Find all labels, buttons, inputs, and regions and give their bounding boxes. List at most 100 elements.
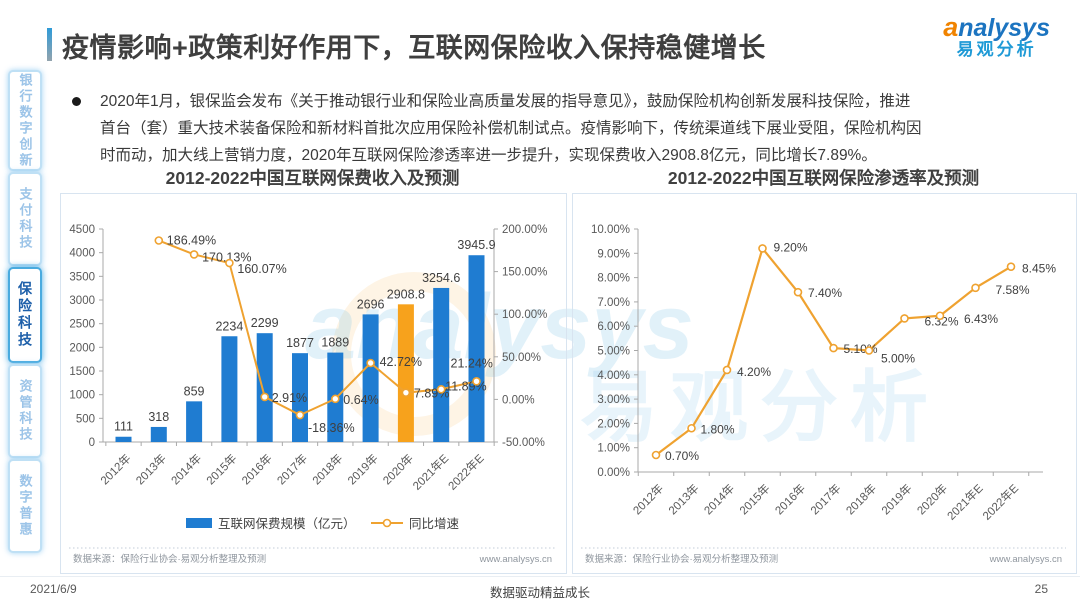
- legend-bar-label: 互联网保费规模（亿元）: [218, 516, 356, 531]
- legend-bar-swatch: [186, 518, 212, 528]
- bar-value-label: 1889: [321, 336, 349, 350]
- logo-chinese-name: 易观分析: [956, 40, 1037, 60]
- y-right-tick: 0.00%: [502, 394, 535, 406]
- summary-paragraph: 2020年1月，银保监会发布《关于推动银行业和保险业高质量发展的指导意见》，鼓励…: [100, 88, 1060, 169]
- y-left-tick: 1000: [69, 390, 95, 402]
- sidebar-item-banking-digital[interactable]: 银行数字创新: [8, 70, 42, 171]
- y-tick: 10.00%: [591, 224, 630, 236]
- line-value-label: 6.43%: [964, 312, 998, 326]
- y-left-tick: 3500: [69, 271, 95, 283]
- title-accent-bar: [47, 28, 52, 61]
- analysys-logo: analysys 易观分析: [943, 13, 1050, 59]
- x-tick-label: 2018年: [309, 451, 345, 487]
- line-point: [864, 346, 874, 355]
- x-tick-label: 2022年E: [980, 481, 1022, 523]
- line-value-label: 4.20%: [737, 365, 771, 379]
- line-point: [225, 258, 234, 268]
- line-point: [330, 394, 340, 404]
- y-right-tick: 100.00%: [502, 309, 547, 321]
- y-tick: 3.00%: [597, 394, 630, 406]
- logo-wordmark: analysys: [943, 13, 1050, 41]
- bar-value-label: 318: [148, 410, 169, 424]
- y-left-tick: 2500: [69, 319, 95, 331]
- x-tick-label: 2015年: [736, 481, 772, 517]
- footer-slogan: 数据驱动精益成长: [489, 586, 590, 600]
- x-tick-label: 2020年: [380, 451, 416, 487]
- bar-2022年E: [468, 255, 485, 442]
- line-value-label: 5.00%: [881, 352, 915, 366]
- sidebar-item-insurance-tech[interactable]: 保险科技: [8, 267, 42, 363]
- footer-divider: [0, 576, 1080, 577]
- left-chart-title: 2012-2022中国互联网保费收入及预测: [165, 168, 460, 188]
- y-right-tick: 200.00%: [502, 224, 547, 236]
- bar-2021年E: [433, 287, 450, 442]
- website-url: www.analysys.cn: [479, 554, 552, 565]
- growth-line: [158, 239, 477, 417]
- line-value-label: 170.13%: [202, 250, 251, 264]
- x-tick-label: 2017年: [807, 481, 843, 517]
- sidebar-item-payment-tech[interactable]: 支付科技: [8, 172, 42, 266]
- line-value-label: -18.36%: [308, 421, 355, 435]
- x-tick-label: 2015年: [203, 451, 239, 487]
- line-value-label: 2.91%: [272, 391, 307, 405]
- source-note: 数据来源：保险行业协会·易观分析整理及预测: [73, 553, 266, 565]
- x-tick-label: 2021年E: [944, 481, 986, 523]
- line-value-label: 42.72%: [380, 355, 422, 369]
- line-point: [935, 311, 945, 321]
- line-point: [472, 377, 481, 386]
- line-value-label: 9.20%: [774, 240, 808, 254]
- line-point: [829, 343, 838, 353]
- website-url: www.analysys.cn: [989, 554, 1062, 565]
- penetration-rate-chart: 0.00% 1.00% 2.00% 3.00% 4.00% 5.00% 6.00% 7.00%…: [572, 193, 1077, 574]
- x-tick-label: 2021年E: [410, 451, 452, 493]
- x-tick-label: 2018年: [843, 481, 879, 517]
- y-tick: 2.00%: [597, 418, 630, 430]
- line-point: [436, 384, 446, 394]
- line-point: [1006, 262, 1016, 271]
- logo-a-icon: a: [943, 12, 959, 42]
- y-left-tick: 2000: [69, 342, 95, 354]
- right-chart-svg: 0.00% 1.00% 2.00% 3.00% 4.00% 5.00% 6.00% 7.00%…: [581, 224, 1066, 565]
- summary-line-3: 时而动，加大线上营销力度，2020年互联网保险渗透率进一步提升，实现保费收入29…: [100, 147, 877, 164]
- logo-brand-text: nalysys: [958, 14, 1050, 42]
- bar-value-label: 2696: [357, 297, 385, 311]
- bar-2017年: [292, 353, 308, 442]
- line-point: [366, 358, 375, 368]
- footer-page-number: 25: [1034, 582, 1048, 596]
- line-point: [900, 314, 909, 323]
- bar-value-label: 2234: [215, 319, 243, 333]
- bullet-icon: [72, 97, 81, 106]
- y-tick: 9.00%: [597, 248, 630, 260]
- bar-2012年: [115, 436, 132, 442]
- x-tick-label: 2012年: [630, 481, 666, 517]
- sidebar-item-digital-inclusion[interactable]: 数字普惠: [8, 459, 42, 553]
- bar-2014年: [186, 401, 203, 442]
- y-tick: 7.00%: [597, 297, 630, 309]
- x-tick-label: 2020年: [914, 481, 950, 517]
- y-tick: 4.00%: [597, 370, 630, 382]
- y-right-tick: 150.00%: [502, 267, 547, 279]
- legend-line-label: 同比增速: [409, 516, 460, 531]
- line-point: [154, 236, 164, 245]
- right-chart-title: 2012-2022中国互联网保险渗透率及预测: [667, 168, 980, 188]
- bar-value-label: 3945.9: [457, 238, 495, 252]
- line-point: [189, 250, 199, 259]
- line-point: [295, 410, 305, 420]
- x-tick-label: 2013年: [133, 451, 169, 487]
- line-point: [687, 423, 696, 433]
- y-tick: 5.00%: [597, 346, 630, 358]
- summary-line-2: 首台（套）重大技术装备保险和新材料首批次应用保险补偿机制试点。疫情影响下，传统渠…: [100, 120, 922, 137]
- line-value-label: 6.32%: [925, 314, 959, 328]
- line-point: [758, 244, 767, 253]
- bar-2020年: [397, 304, 414, 442]
- line-point: [793, 287, 803, 297]
- footer-date: 2021/6/9: [30, 582, 77, 596]
- sidebar-item-asset-mgmt-tech[interactable]: 资管科技: [8, 364, 42, 458]
- x-tick-label: 2012年: [97, 451, 133, 487]
- bar-2016年: [256, 333, 273, 442]
- y-left-tick: 0: [89, 437, 95, 449]
- line-point: [722, 365, 732, 375]
- y-tick: 1.00%: [597, 443, 630, 455]
- bar-value-label: 2908.8: [387, 287, 425, 301]
